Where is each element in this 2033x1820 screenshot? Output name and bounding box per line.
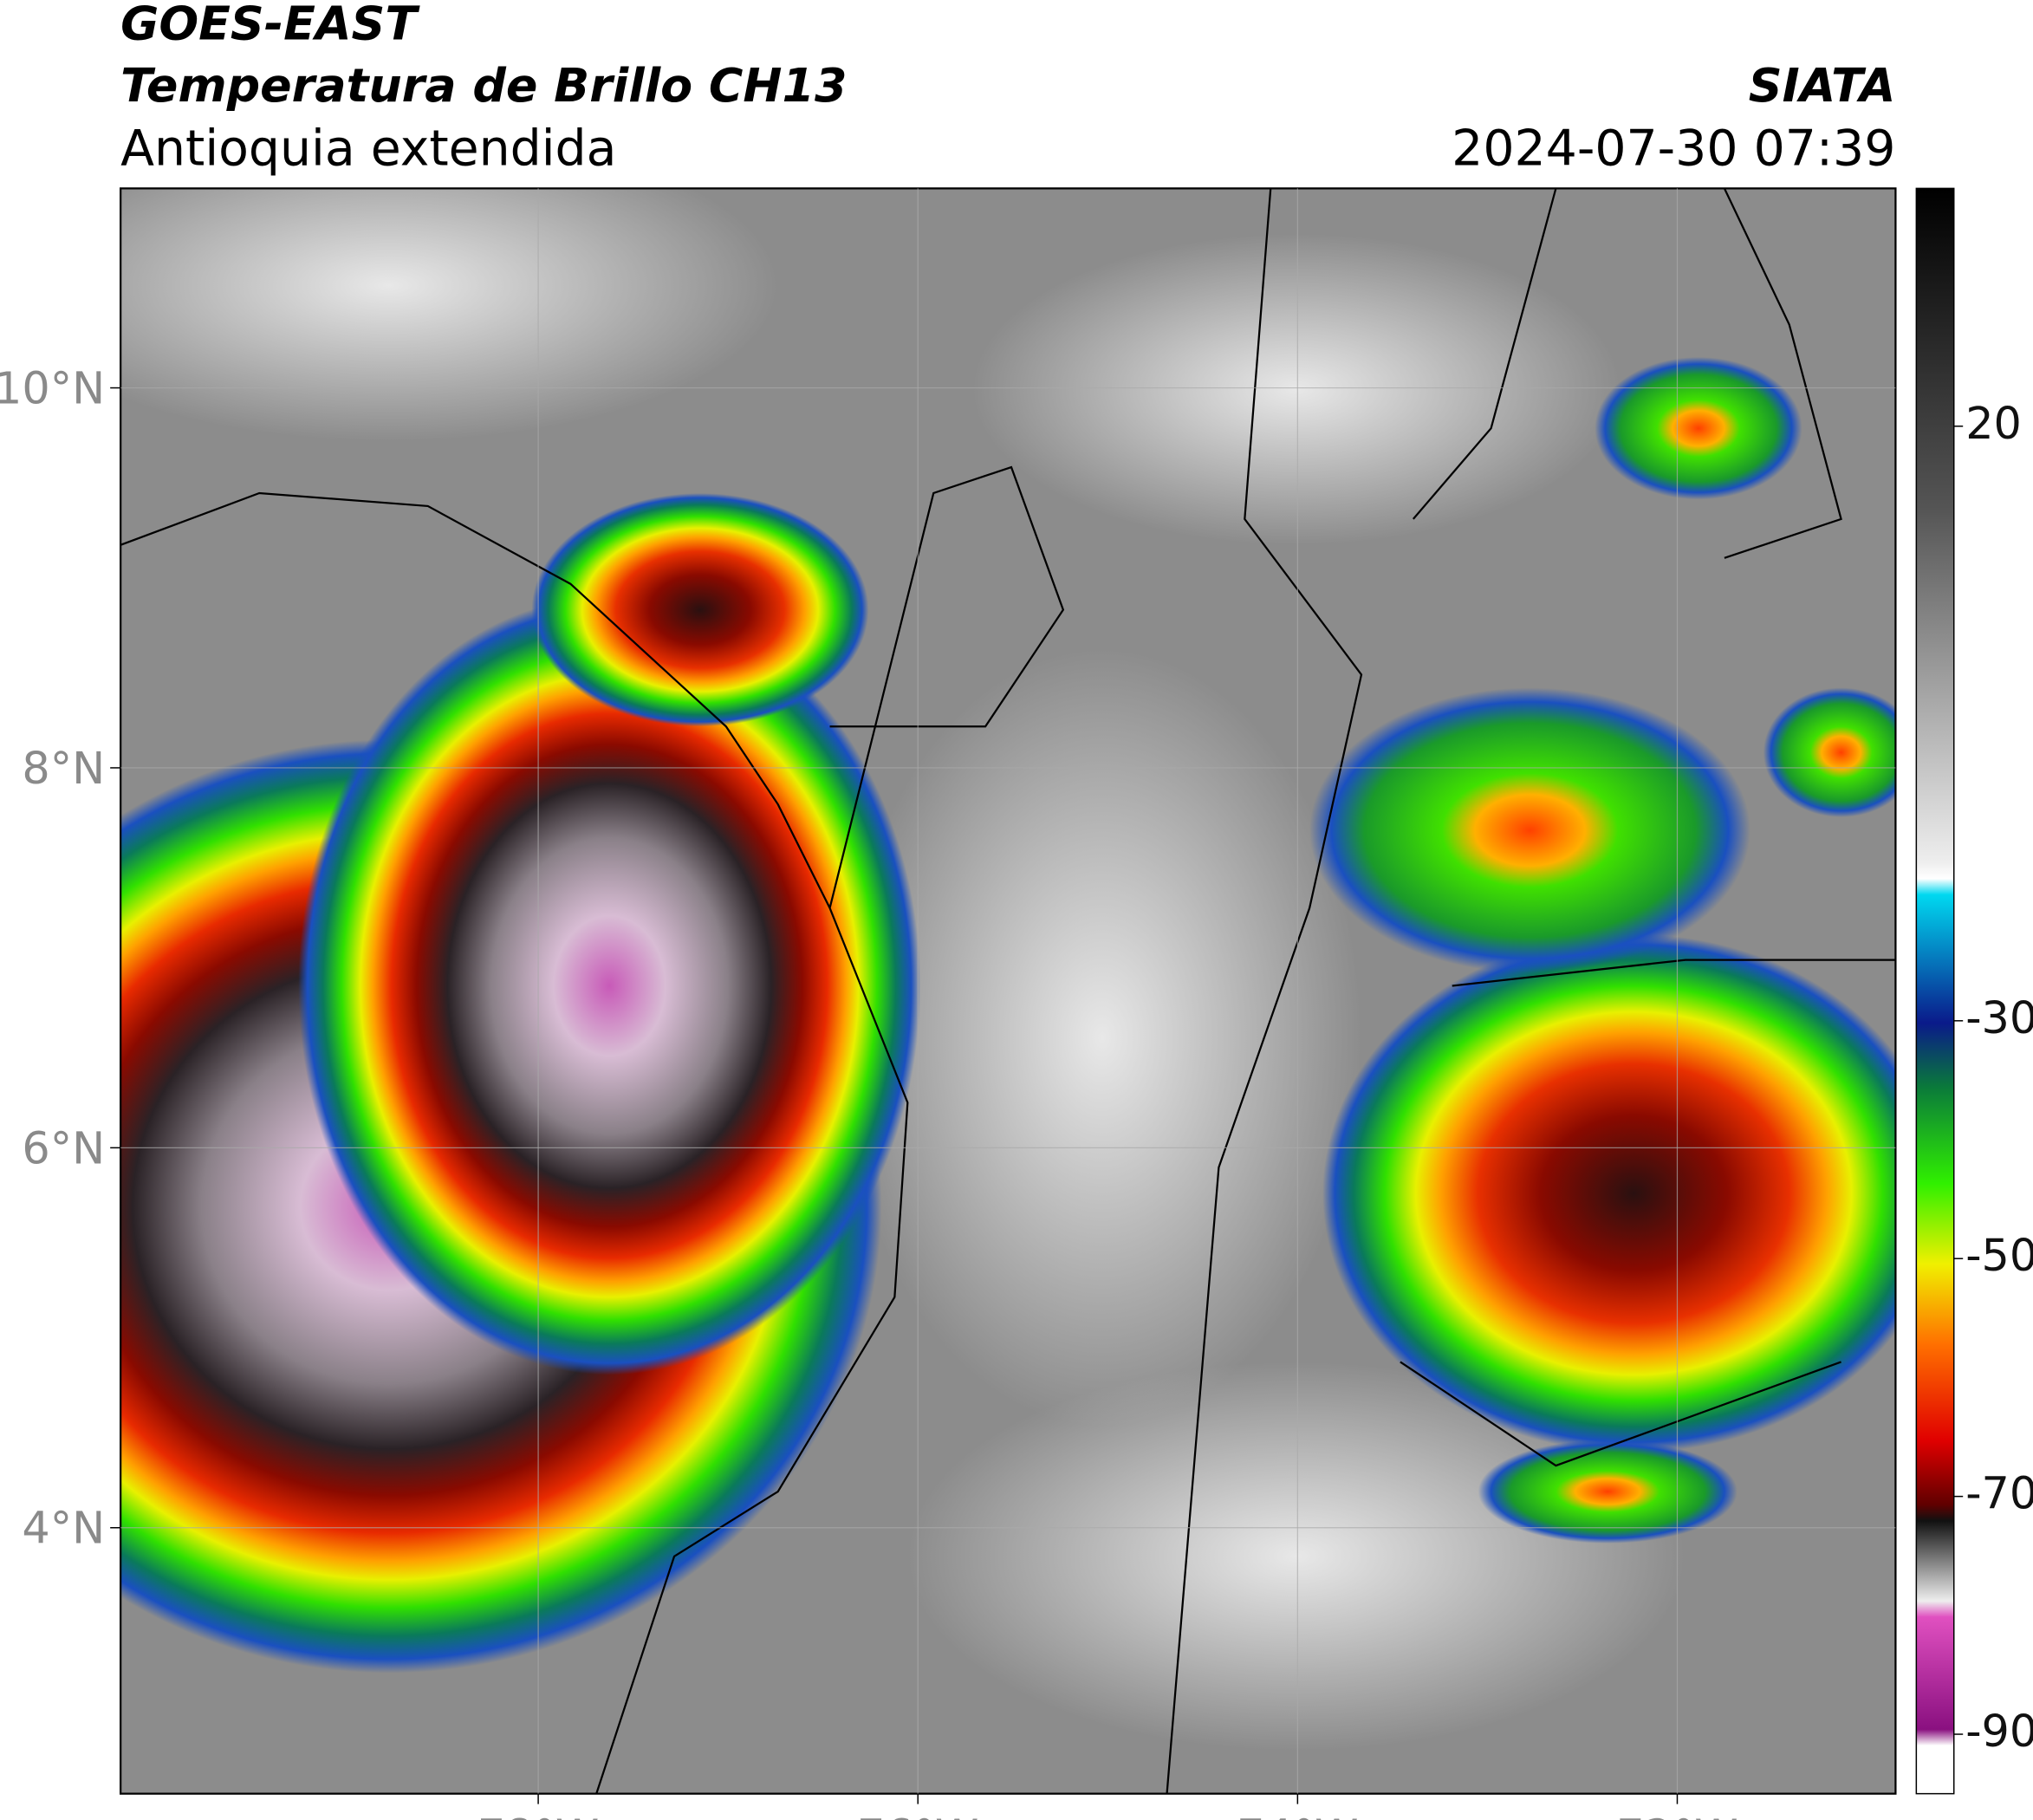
region: Antioquia extendida bbox=[120, 120, 616, 177]
colorbar-tick-label: -50 bbox=[1965, 1230, 2033, 1281]
x-tick-label: 78°W bbox=[477, 1810, 599, 1820]
y-tick-label: 10°N bbox=[0, 362, 105, 413]
colorbar bbox=[1915, 187, 1955, 1795]
colorbar-tick-label: -70 bbox=[1965, 1468, 2033, 1519]
storm bbox=[298, 596, 921, 1375]
y-tick-label: 4°N bbox=[22, 1503, 105, 1554]
storm bbox=[1478, 1440, 1737, 1544]
storm bbox=[1322, 933, 1896, 1453]
map-frame bbox=[120, 187, 1897, 1795]
colorbar-tick-label: -90 bbox=[1965, 1706, 2033, 1757]
y-tick-label: 6°N bbox=[22, 1122, 105, 1173]
cloud bbox=[972, 233, 1621, 545]
cloud bbox=[842, 648, 1361, 1427]
storm bbox=[1763, 687, 1896, 818]
x-tick-label: 74°W bbox=[1237, 1810, 1358, 1820]
colorbar-tick-label: -30 bbox=[1965, 992, 2033, 1043]
storm bbox=[531, 492, 869, 727]
x-tick-label: 72°W bbox=[1616, 1810, 1737, 1820]
subtitle: Temperatura de Brillo CH13 bbox=[120, 58, 847, 113]
y-tick-label: 8°N bbox=[22, 743, 105, 794]
title: GOES-EAST bbox=[120, 0, 420, 50]
colorbar-tick-label: 20 bbox=[1965, 398, 2022, 449]
cloud bbox=[120, 188, 778, 442]
storm bbox=[1309, 687, 1750, 973]
x-tick-label: 76°W bbox=[857, 1810, 978, 1820]
cloud bbox=[907, 1362, 1686, 1752]
source: SIATA bbox=[1749, 58, 1896, 113]
borders bbox=[120, 188, 1896, 1794]
datetime: 2024-07-30 07:39 bbox=[1452, 120, 1895, 177]
storm bbox=[1595, 356, 1802, 500]
satellite-image bbox=[120, 188, 1896, 1794]
